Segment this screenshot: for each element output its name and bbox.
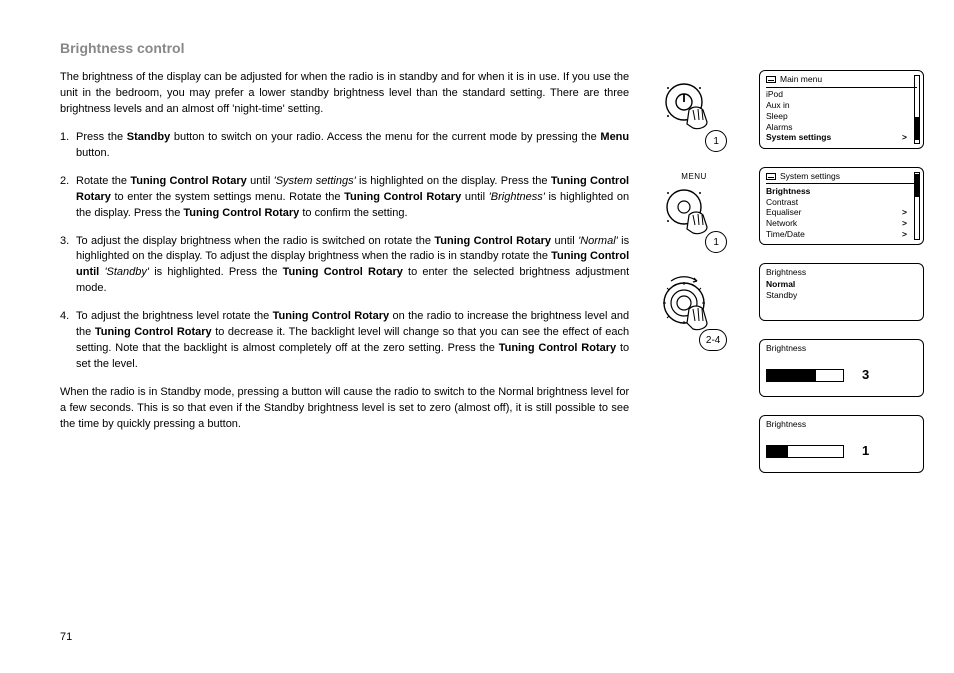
step-2: 2. Rotate the Tuning Control Rotary unti… [60,174,629,222]
lcd-list: BrightnessContrastEqualiser>Network>Time… [766,186,917,240]
standby-button-icon: 1 [649,74,729,154]
lcd-list-item: Aux in [766,101,907,112]
lcd-title: Brightness [766,420,917,432]
chevron-right-icon: > [902,230,907,240]
lcd-list-item: iPod [766,90,907,101]
lcd-list-item: Equaliser> [766,208,907,219]
lcd-list-item: Network> [766,219,907,230]
level-number: 1 [862,444,869,459]
menu-button-icon: 1 [649,183,729,255]
lcd-list: NormalStandby [766,280,917,302]
step-number: 2. [60,174,69,190]
level-number: 3 [862,368,869,383]
lcd-title: Main menu [780,75,822,85]
lcd-brightness-level: Brightness 1 [759,415,924,473]
lcd-system-settings: System settings BrightnessContrastEquali… [759,167,924,246]
lcd-list-item: Standby [766,291,917,302]
lcd-list-item: System settings> [766,133,907,144]
lcd-list: iPodAux inSleepAlarmsSystem settings> [766,90,917,144]
lcd-title: Brightness [766,268,917,280]
lcd-brightness-level: Brightness 3 [759,339,924,397]
lcd-main-menu: Main menu iPodAux inSleepAlarmsSystem se… [759,70,924,149]
lcd-scrollbar [914,75,920,144]
lcd-title: System settings [780,172,840,182]
step-3: 3. To adjust the display brightness when… [60,234,629,298]
lcd-title: Brightness [766,344,917,356]
level-bar [766,369,844,382]
step-badge: 1 [705,130,727,152]
step-number: 4. [60,309,69,325]
outro-paragraph: When the radio is in Standby mode, press… [60,385,629,433]
lcd-list-item: Time/Date> [766,229,907,240]
lcd-brightness-modes: Brightness NormalStandby [759,263,924,321]
lcd-column: Main menu iPodAux inSleepAlarmsSystem se… [759,70,924,491]
step-number: 1. [60,130,69,146]
lcd-list-item: Brightness [766,186,907,197]
step-1: 1. Press the Standby button to switch on… [60,130,629,162]
chevron-right-icon: > [902,219,907,229]
lcd-list-item: Contrast [766,197,907,208]
list-icon [766,76,776,83]
step-badge: 1 [705,231,727,253]
lcd-list-item: Sleep [766,111,907,122]
chevron-right-icon: > [902,133,907,143]
lcd-list-item: Normal [766,280,917,291]
steps-list: 1. Press the Standby button to switch on… [60,130,629,373]
section-title: Brightness control [60,40,924,56]
lcd-list-item: Alarms [766,122,907,133]
lcd-scrollbar [914,172,920,241]
rotary-knob-icon: 2-4 [649,273,729,353]
intro-paragraph: The brightness of the display can be adj… [60,70,629,118]
step-badge: 2-4 [699,329,727,351]
level-bar [766,445,844,458]
icon-column: 1 MENU 1 [649,70,739,491]
menu-label: MENU [649,172,739,181]
body-text: The brightness of the display can be adj… [60,70,629,491]
chevron-right-icon: > [902,208,907,218]
page-number: 71 [60,631,72,643]
list-icon [766,173,776,180]
step-number: 3. [60,234,69,250]
step-4: 4. To adjust the brightness level rotate… [60,309,629,373]
